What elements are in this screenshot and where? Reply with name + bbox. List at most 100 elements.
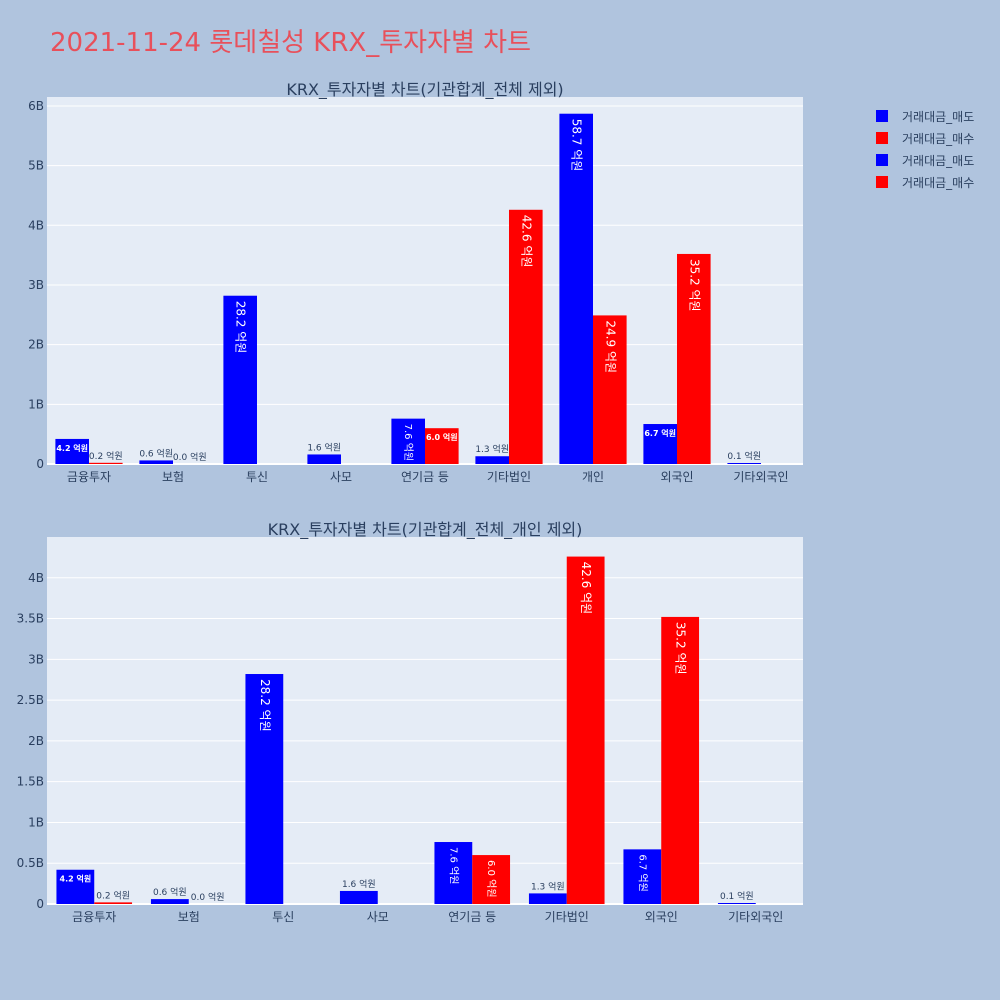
bar-buy xyxy=(661,616,700,904)
legend-label: 거래대금_매수 xyxy=(902,131,975,146)
x-tick-label: 사모 xyxy=(330,470,352,484)
data-label: 0.6 억원 xyxy=(153,886,187,898)
bar-sell xyxy=(391,418,425,464)
data-label: 6.0 억원 xyxy=(485,860,497,897)
data-label: 0.1 억원 xyxy=(720,890,754,902)
legend-label: 거래대금_매도 xyxy=(902,153,975,168)
legend-swatch-buy xyxy=(876,176,888,188)
data-label: 7.6 억원 xyxy=(402,424,414,461)
x-tick-label: 외국인 xyxy=(645,910,678,924)
legend-swatch-sell xyxy=(876,110,888,122)
data-label: 58.7 억원 xyxy=(570,119,584,172)
data-label: 0.0 억원 xyxy=(173,451,207,463)
x-tick-label: 기타외국인 xyxy=(733,470,788,484)
data-label: 0.2 억원 xyxy=(96,889,130,901)
legend-item[interactable]: 거래대금_매수 xyxy=(876,127,974,149)
chart-title: KRX_투자자별 차트(기관합계_전체 제외) xyxy=(286,80,563,100)
bar-buy xyxy=(425,428,459,464)
data-label: 1.3 억원 xyxy=(475,443,509,455)
data-label: 0.2 억원 xyxy=(89,450,123,462)
x-tick-label: 연기금 등 xyxy=(448,910,496,924)
legend-label: 거래대금_매도 xyxy=(902,109,975,124)
x-tick-label: 개인 xyxy=(582,470,604,484)
y-tick-label: 4B xyxy=(28,571,44,585)
data-label: 28.2 억원 xyxy=(234,301,248,354)
legend-item[interactable]: 거래대금_매도 xyxy=(876,105,974,127)
x-tick-label: 투신 xyxy=(246,470,268,484)
y-tick-label: 1B xyxy=(28,815,44,829)
bar-sell xyxy=(528,893,567,904)
legend: 거래대금_매도 거래대금_매수 거래대금_매도 거래대금_매수 xyxy=(876,105,974,193)
data-label: 1.6 억원 xyxy=(342,878,376,890)
data-label: 4.2 억원 xyxy=(56,443,88,453)
x-tick-label: 기타법인 xyxy=(545,910,589,924)
data-label: 28.2 억원 xyxy=(258,679,272,732)
y-tick-label: 4B xyxy=(28,218,44,232)
data-label: 35.2 억원 xyxy=(674,622,688,675)
bar-sell xyxy=(339,890,378,904)
y-tick-label: 0 xyxy=(36,897,44,911)
data-label: 6.7 억원 xyxy=(644,428,676,438)
bar-sell xyxy=(55,438,89,464)
y-tick-label: 3B xyxy=(28,278,44,292)
data-label: 0.1 억원 xyxy=(727,450,761,462)
x-tick-label: 기타법인 xyxy=(487,470,531,484)
bar-buy xyxy=(472,855,511,904)
bar-buy xyxy=(677,253,711,464)
page-title: 2021-11-24 롯데칠성 KRX_투자자별 차트 xyxy=(50,28,532,58)
legend-swatch-sell xyxy=(876,154,888,166)
data-label: 6.7 억원 xyxy=(636,854,648,891)
bar-sell xyxy=(434,842,473,904)
data-label: 42.6 억원 xyxy=(579,562,593,615)
bar-sell xyxy=(139,460,173,464)
bar-sell xyxy=(150,899,189,904)
data-label: 42.6 억원 xyxy=(519,215,533,268)
x-tick-label: 사모 xyxy=(367,910,389,924)
data-label: 1.6 억원 xyxy=(307,441,341,453)
chart-panel-2: 0 0.5B 1B 1.5B 2B 2.5B 3B 3.5B 4B KRX_투자자별 차트(기관합… xyxy=(17,520,803,924)
data-label: 7.6 억원 xyxy=(447,847,459,884)
x-tick-label: 금융투자 xyxy=(72,910,116,924)
bar-sell xyxy=(559,113,593,464)
bar-sell xyxy=(727,463,761,464)
bar-sell xyxy=(56,869,95,904)
y-tick-label: 1.5B xyxy=(17,775,44,789)
y-tick-label: 2B xyxy=(28,734,44,748)
y-tick-label: 3.5B xyxy=(17,612,44,626)
bar-sell xyxy=(643,424,677,464)
bar-buy xyxy=(89,462,123,464)
bar-buy xyxy=(593,315,627,464)
bar-sell xyxy=(717,903,756,904)
bar-sell xyxy=(475,456,509,464)
data-label: 0.6 억원 xyxy=(139,447,173,459)
data-label: 1.3 억원 xyxy=(531,880,565,892)
legend-label: 거래대금_매수 xyxy=(902,175,975,190)
bar-sell xyxy=(307,454,341,464)
x-tick-label: 외국인 xyxy=(660,470,693,484)
y-tick-label: 0 xyxy=(36,457,44,471)
data-label: 6.0 억원 xyxy=(426,432,458,442)
legend-item[interactable]: 거래대금_매수 xyxy=(876,171,974,193)
y-tick-label: 2B xyxy=(28,338,44,352)
y-tick-label: 2.5B xyxy=(17,693,44,707)
legend-swatch-buy xyxy=(876,132,888,144)
bar-buy xyxy=(509,209,543,464)
x-tick-label: 기타외국인 xyxy=(728,910,783,924)
bar-sell xyxy=(623,849,662,904)
bar-buy xyxy=(566,556,605,904)
y-tick-label: 3B xyxy=(28,652,44,666)
data-label: 35.2 억원 xyxy=(687,259,701,312)
chart-panel-1: 0 1B 2B 3B 4B 5B 6B KRX_투자자별 차트(기관합계_전체 제외) 금융투자… xyxy=(28,80,803,484)
x-tick-label: 보험 xyxy=(162,470,184,484)
legend-item[interactable]: 거래대금_매도 xyxy=(876,149,974,171)
bar-buy xyxy=(94,902,133,904)
x-tick-label: 보험 xyxy=(178,910,200,924)
x-tick-label: 연기금 등 xyxy=(401,470,449,484)
y-tick-label: 1B xyxy=(28,397,44,411)
data-label: 4.2 억원 xyxy=(60,874,92,884)
x-tick-label: 투신 xyxy=(272,910,294,924)
y-tick-label: 0.5B xyxy=(17,856,44,870)
bar-sell xyxy=(223,295,257,464)
y-tick-label: 5B xyxy=(28,159,44,173)
